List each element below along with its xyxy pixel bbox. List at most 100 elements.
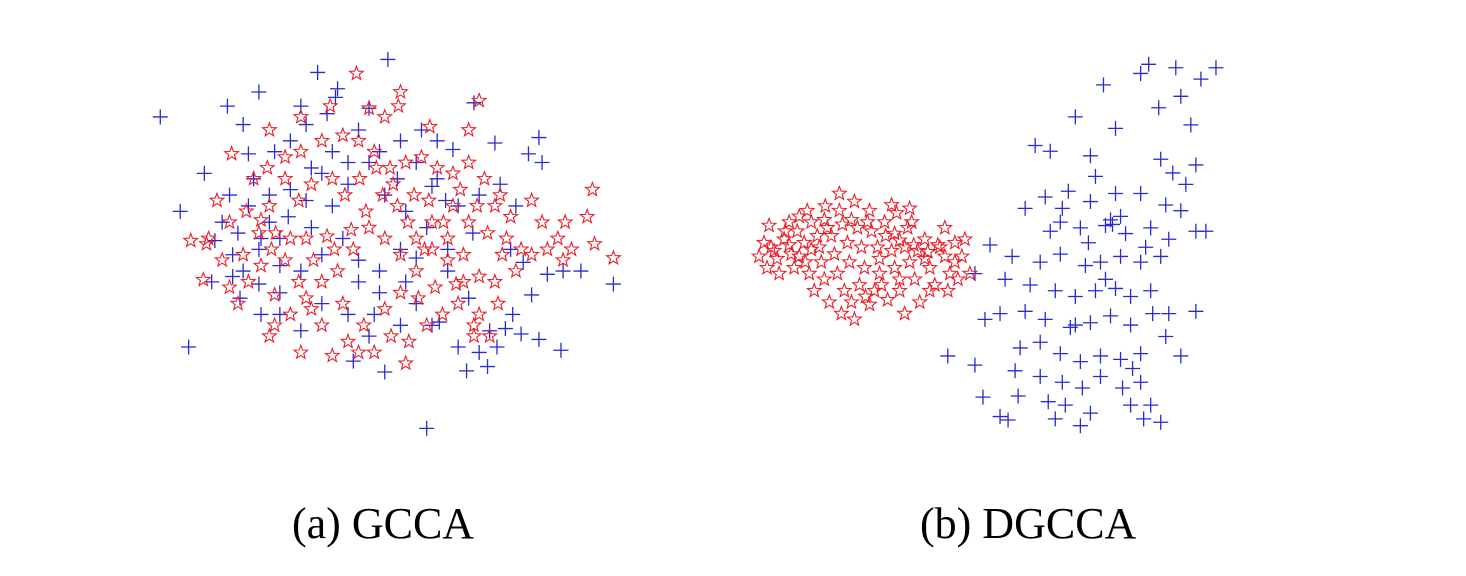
star-marker xyxy=(355,316,373,333)
star-marker xyxy=(949,270,967,287)
star-marker xyxy=(434,305,451,322)
plus-marker xyxy=(1143,220,1159,236)
plus-marker xyxy=(293,263,309,279)
plus-marker xyxy=(1188,303,1204,319)
star-marker xyxy=(861,201,878,218)
plus-marker xyxy=(1082,148,1098,164)
star-marker xyxy=(489,294,507,311)
star-marker xyxy=(276,251,294,268)
plus-series xyxy=(940,56,1224,434)
star-marker xyxy=(439,229,457,246)
plus-marker xyxy=(1095,77,1111,93)
star-marker xyxy=(790,207,808,224)
plus-marker xyxy=(1074,380,1090,396)
plus-marker xyxy=(222,187,238,203)
plus-marker xyxy=(207,233,223,249)
plus-marker xyxy=(172,203,188,219)
star-marker xyxy=(267,224,285,241)
star-marker xyxy=(815,211,833,227)
scatter-plot-gcca xyxy=(140,40,640,450)
star-marker xyxy=(407,229,425,246)
plus-marker xyxy=(314,165,330,181)
plus-marker xyxy=(1113,208,1129,224)
star-marker xyxy=(276,170,294,186)
plus-marker xyxy=(351,122,367,138)
star-marker xyxy=(554,251,572,268)
star-marker xyxy=(857,287,874,304)
star-marker xyxy=(507,262,525,279)
plus-marker xyxy=(440,241,456,257)
star-marker xyxy=(825,245,843,262)
plus-marker xyxy=(508,198,524,214)
star-marker xyxy=(818,219,836,235)
star-marker xyxy=(261,197,278,214)
plus-marker xyxy=(1012,340,1028,356)
star-marker xyxy=(470,267,488,284)
star-marker xyxy=(382,327,400,344)
star-marker xyxy=(486,273,504,290)
plus-marker xyxy=(605,276,621,292)
star-marker xyxy=(290,191,308,208)
star-marker xyxy=(486,197,504,214)
plus-marker xyxy=(471,187,487,203)
plus-marker xyxy=(351,252,367,268)
star-marker xyxy=(931,238,949,255)
star-marker xyxy=(245,170,262,186)
plus-marker xyxy=(1082,405,1098,421)
plus-marker xyxy=(1188,157,1204,173)
star-marker xyxy=(428,159,446,176)
plus-marker xyxy=(340,176,356,192)
plus-marker xyxy=(261,187,277,203)
plus-marker xyxy=(1037,311,1053,327)
plus-marker xyxy=(482,323,498,339)
star-marker xyxy=(871,264,888,281)
plus-marker xyxy=(1092,348,1108,364)
star-marker xyxy=(336,186,354,203)
plus-marker xyxy=(298,117,314,133)
plus-marker xyxy=(361,328,377,344)
plus-marker xyxy=(240,198,256,214)
scatter-svg-dgcca xyxy=(750,56,1224,434)
star-marker xyxy=(816,197,834,214)
plus-marker xyxy=(1123,397,1139,413)
star-marker xyxy=(563,240,580,257)
star-marker xyxy=(250,224,268,241)
star-marker xyxy=(392,283,409,300)
star-marker xyxy=(770,264,788,281)
star-marker xyxy=(258,159,276,176)
plus-marker xyxy=(1042,143,1058,159)
star-marker xyxy=(886,224,903,241)
plus-marker xyxy=(340,155,356,171)
star-marker xyxy=(760,216,778,233)
star-marker xyxy=(381,159,399,176)
star-marker xyxy=(802,240,820,257)
star-marker xyxy=(470,91,488,108)
star-marker xyxy=(815,270,833,287)
star-marker xyxy=(936,247,954,264)
plus-marker xyxy=(1017,200,1033,216)
plus-marker xyxy=(1092,254,1108,270)
star-marker xyxy=(182,231,200,248)
plus-marker xyxy=(424,178,440,194)
star-marker xyxy=(409,289,427,306)
star-marker xyxy=(866,281,883,298)
star-marker xyxy=(782,245,800,262)
plus-marker xyxy=(1198,223,1214,239)
plus-marker xyxy=(489,339,505,355)
plus-marker xyxy=(1145,306,1161,322)
plus-marker xyxy=(1158,328,1174,344)
star-marker xyxy=(883,196,900,213)
plus-marker xyxy=(1136,411,1152,427)
plus-marker xyxy=(534,155,550,171)
star-marker xyxy=(305,251,322,268)
star-marker xyxy=(368,159,385,176)
plus-marker xyxy=(314,247,330,263)
star-marker xyxy=(237,202,255,219)
plus-marker xyxy=(1153,414,1169,430)
star-marker xyxy=(808,227,826,243)
plus-marker xyxy=(1161,306,1177,322)
plus-marker xyxy=(310,64,326,80)
plus-marker xyxy=(1143,397,1159,413)
star-marker xyxy=(780,213,798,230)
plus-marker xyxy=(398,274,414,290)
